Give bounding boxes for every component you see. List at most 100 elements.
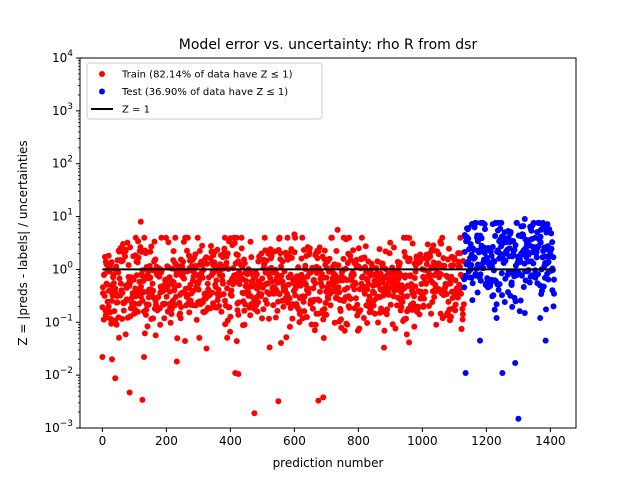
- train-point: [270, 302, 277, 309]
- train-point: [99, 354, 106, 360]
- train-point: [375, 319, 381, 326]
- train-point: [144, 323, 151, 330]
- test-point: [535, 271, 541, 278]
- train-point: [126, 389, 133, 396]
- train-point: [253, 271, 260, 278]
- train-point: [228, 292, 235, 299]
- test-point: [533, 254, 540, 261]
- train-point: [143, 306, 150, 313]
- train-point: [127, 244, 134, 251]
- train-point: [409, 306, 416, 313]
- train-point: [302, 262, 309, 269]
- train-point: [335, 284, 342, 291]
- test-point: [512, 242, 519, 249]
- train-point: [292, 292, 299, 299]
- train-point: [104, 281, 111, 288]
- test-point: [468, 261, 475, 268]
- test-point: [512, 298, 519, 305]
- train-point: [399, 298, 406, 305]
- train-point: [259, 275, 266, 282]
- train-point: [360, 315, 367, 321]
- test-point: [474, 289, 481, 296]
- train-point: [147, 248, 154, 255]
- train-point: [210, 269, 217, 276]
- train-point: [112, 375, 119, 382]
- test-point: [471, 224, 478, 231]
- chart-title: Model error vs. uncertainty: rho R from …: [179, 37, 478, 53]
- train-point: [346, 234, 353, 241]
- train-point: [323, 311, 330, 318]
- test-point: [474, 261, 481, 268]
- test-point: [521, 216, 528, 222]
- train-point: [422, 288, 429, 295]
- train-point: [331, 319, 338, 326]
- train-point: [306, 245, 313, 252]
- train-point: [125, 262, 132, 269]
- train-point: [137, 218, 144, 225]
- test-point: [507, 229, 514, 235]
- train-point: [277, 250, 284, 257]
- train-point: [195, 286, 202, 293]
- train-point: [336, 289, 343, 296]
- train-point: [314, 255, 321, 262]
- train-point: [312, 321, 319, 328]
- train-point: [437, 271, 444, 278]
- train-point: [406, 339, 413, 346]
- test-point: [511, 246, 518, 253]
- train-point: [204, 260, 210, 267]
- train-point: [224, 334, 231, 341]
- train-point: [371, 290, 378, 296]
- test-point: [526, 279, 533, 286]
- test-point: [473, 219, 479, 226]
- train-point: [217, 261, 224, 268]
- test-point: [482, 226, 488, 233]
- test-point: [489, 243, 496, 250]
- train-point: [445, 298, 452, 305]
- train-point: [214, 246, 221, 253]
- train-point: [278, 263, 285, 270]
- train-point: [236, 281, 243, 288]
- train-point: [311, 327, 318, 334]
- train-point: [328, 288, 335, 294]
- train-point: [327, 302, 334, 309]
- train-point: [364, 320, 371, 326]
- train-point: [426, 272, 433, 279]
- train-point: [284, 234, 291, 241]
- train-point: [459, 316, 466, 323]
- train-point: [435, 251, 442, 258]
- test-point: [530, 260, 537, 267]
- train-point: [316, 297, 323, 304]
- train-point: [386, 250, 393, 257]
- train-point: [150, 315, 157, 322]
- test-point: [543, 306, 549, 313]
- train-point: [241, 260, 248, 267]
- train-point: [390, 244, 397, 251]
- train-point: [398, 303, 405, 310]
- train-point: [315, 397, 322, 404]
- test-point: [499, 370, 506, 376]
- train-point: [334, 226, 341, 233]
- train-point: [404, 293, 411, 300]
- train-point: [264, 300, 271, 307]
- train-point: [139, 396, 146, 403]
- test-point: [540, 283, 547, 290]
- test-point: [478, 235, 485, 242]
- train-point: [321, 306, 328, 312]
- test-point: [545, 276, 552, 283]
- train-point: [289, 315, 296, 322]
- test-point: [545, 259, 552, 265]
- test-point: [530, 219, 537, 226]
- test-point: [515, 415, 522, 422]
- train-point: [248, 254, 255, 261]
- train-point: [370, 302, 377, 309]
- train-point: [145, 294, 152, 301]
- train-point: [141, 234, 148, 241]
- train-point: [228, 287, 235, 294]
- train-point: [439, 234, 446, 241]
- train-point: [452, 277, 459, 284]
- train-point: [139, 297, 146, 304]
- train-point: [108, 297, 115, 304]
- train-point: [266, 344, 273, 351]
- train-point: [351, 286, 358, 293]
- train-point: [352, 295, 359, 302]
